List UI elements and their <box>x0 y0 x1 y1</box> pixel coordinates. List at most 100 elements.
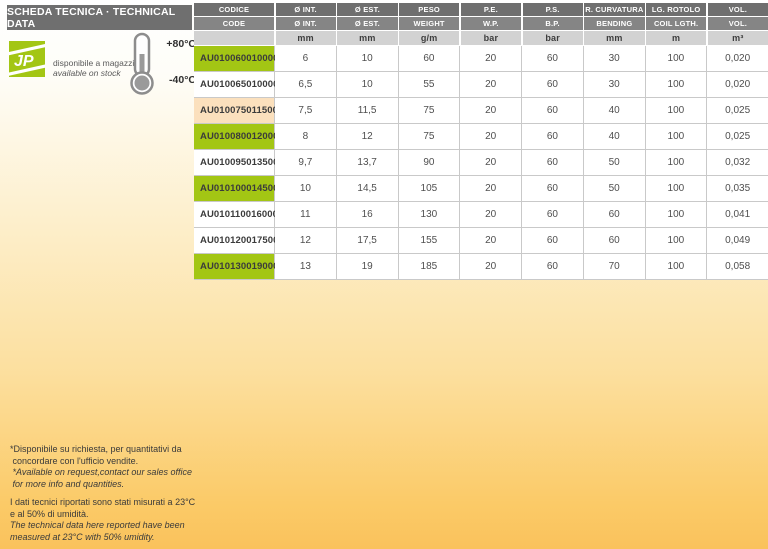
table-cell: 8 <box>275 124 336 149</box>
table-cell: 70 <box>583 254 645 279</box>
thermometer-icon <box>130 32 154 95</box>
temp-min-label: -40°C <box>169 74 196 86</box>
availability-it: disponibile a magazzino <box>53 58 144 68</box>
product-code: AU010110016000 <box>194 202 278 227</box>
product-code: AU010075011500* <box>194 98 282 123</box>
table-cell: 155 <box>398 228 460 253</box>
availability-en: available on stock <box>53 68 121 78</box>
col-header-en: VOL. <box>707 17 768 30</box>
table-cell: 9,7 <box>275 150 336 175</box>
table-header: CODICE Ø INT. Ø EST. PESO P.E. P.S. R. C… <box>194 3 768 45</box>
col-header-en: Ø EST. <box>337 17 398 30</box>
table-cell: 100 <box>645 228 707 253</box>
table-cell: 11 <box>275 202 336 227</box>
table-cell: 30 <box>583 46 645 71</box>
product-code: AU010060010000 <box>194 46 278 71</box>
table-cell: 60 <box>522 228 583 253</box>
temperature-range: +80°C -40°C <box>126 32 196 96</box>
product-code: AU010065010000 <box>194 72 278 97</box>
col-header-it: PESO <box>399 3 460 16</box>
table-cell: 75 <box>398 98 460 123</box>
table-cell: 60 <box>583 202 645 227</box>
table-cell: 40 <box>583 98 645 123</box>
col-unit <box>194 31 274 45</box>
footnote-request-en: *Available on request,contact our sales … <box>12 467 192 489</box>
table-cell: 16 <box>336 202 398 227</box>
table-cell: 14,5 <box>336 176 398 201</box>
table-cell: 7,5 <box>275 98 336 123</box>
table-cell: 20 <box>460 150 521 175</box>
table-cell: 12 <box>336 124 398 149</box>
table-cell: 60 <box>583 228 645 253</box>
col-unit: g/m <box>399 31 460 45</box>
col-header-it: LG. ROTOLO <box>646 3 707 16</box>
table-cell: 0,032 <box>707 150 768 175</box>
table-cell: 100 <box>645 46 707 71</box>
table-cell: 100 <box>645 176 707 201</box>
table-cell: 19 <box>336 254 398 279</box>
product-code: AU010095013500 <box>194 150 278 175</box>
table-cell: 100 <box>645 150 707 175</box>
table-cell: 60 <box>522 254 583 279</box>
technical-data-table: CODICE Ø INT. Ø EST. PESO P.E. P.S. R. C… <box>194 3 768 280</box>
col-header-it: Ø INT. <box>275 3 336 16</box>
table-cell: 0,025 <box>707 98 768 123</box>
table-cell: 100 <box>645 202 707 227</box>
table-cell: 0,049 <box>707 228 768 253</box>
footnotes: *Disponibile su richiesta, per quantitat… <box>10 444 260 545</box>
table-cell: 100 <box>645 254 707 279</box>
col-header-it: CODICE <box>194 3 274 16</box>
table-cell: 60 <box>522 46 583 71</box>
table-cell: 55 <box>398 72 460 97</box>
product-code: AU010120017500 <box>194 228 278 253</box>
table-cell: 60 <box>522 98 583 123</box>
page-title: SCHEDA TECNICA · TECHNICAL DATA <box>7 5 192 30</box>
footnote-data-it: I dati tecnici riportati sono stati misu… <box>10 497 196 519</box>
table-cell: 20 <box>460 228 521 253</box>
table-cell: 0,041 <box>707 202 768 227</box>
table-cell: 6 <box>275 46 336 71</box>
col-unit: mm <box>275 31 336 45</box>
col-header-it: R. CURVATURA <box>584 3 645 16</box>
product-code: AU010100014500 <box>194 176 278 201</box>
availability-text: disponibile a magazzino available on sto… <box>53 58 144 78</box>
col-header-en: BENDING <box>584 17 645 30</box>
table-cell: 50 <box>583 150 645 175</box>
col-header-it: P.S. <box>522 3 583 16</box>
col-header-it: VOL. <box>707 3 768 16</box>
col-unit: bar <box>460 31 521 45</box>
table-cell: 60 <box>522 72 583 97</box>
table-cell: 20 <box>460 202 521 227</box>
table-cell: 20 <box>460 98 521 123</box>
table-cell: 60 <box>522 150 583 175</box>
svg-text:JP: JP <box>14 53 34 70</box>
brand-row: JP disponibile a magazzino available on … <box>9 32 196 98</box>
table-cell: 50 <box>583 176 645 201</box>
table-body: AU010060010000 6 10 60 20 60 30 100 0,02… <box>194 45 768 280</box>
table-cell: 130 <box>398 202 460 227</box>
table-cell: 20 <box>460 124 521 149</box>
table-cell: 60 <box>522 202 583 227</box>
temp-max-label: +80°C <box>166 38 196 50</box>
jp-logo: JP <box>9 41 45 77</box>
footnote-data-en: The technical data here reported have be… <box>10 520 185 542</box>
table-cell: 20 <box>460 254 521 279</box>
table-cell: 100 <box>645 72 707 97</box>
table-cell: 105 <box>398 176 460 201</box>
col-unit: bar <box>522 31 583 45</box>
table-cell: 0,020 <box>707 72 768 97</box>
table-cell: 100 <box>645 124 707 149</box>
col-header-en: W.P. <box>460 17 521 30</box>
table-cell: 17,5 <box>336 228 398 253</box>
col-header-it: Ø EST. <box>337 3 398 16</box>
table-cell: 75 <box>398 124 460 149</box>
col-unit: mm <box>337 31 398 45</box>
table-cell: 6,5 <box>275 72 336 97</box>
table-cell: 12 <box>275 228 336 253</box>
table-cell: 60 <box>522 176 583 201</box>
col-header-en: WEIGHT <box>399 17 460 30</box>
table-cell: 0,025 <box>707 124 768 149</box>
table-cell: 20 <box>460 72 521 97</box>
product-code: AU010080012000 <box>194 124 278 149</box>
col-header-en: CODE <box>194 17 274 30</box>
